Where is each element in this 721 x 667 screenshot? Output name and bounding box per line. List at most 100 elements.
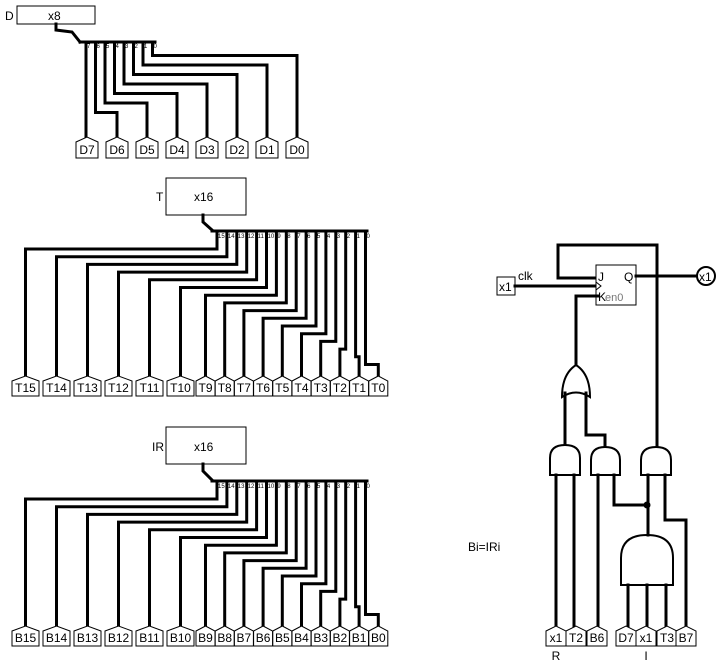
ff-input-d7-3[interactable]: D7 [615, 625, 637, 647]
output-pin-b0-label: B0 [371, 631, 386, 645]
output-pin-b15-label: B15 [15, 631, 37, 645]
ff-input-b7-6[interactable]: B7 [675, 625, 697, 647]
output-pin-t14[interactable]: T14 [42, 375, 71, 397]
b-wire-B1 [354, 479, 361, 628]
ir-input-pin[interactable] [165, 426, 247, 465]
t-wire-T9 [204, 229, 278, 378]
output-pin-b14-label: B14 [46, 631, 68, 645]
output-pin-t5[interactable]: T5 [272, 375, 293, 397]
output-pin-b7[interactable]: B7 [233, 625, 254, 647]
t-wire-T4 [300, 229, 328, 378]
output-pin-d2-shape [225, 136, 249, 159]
output-pin-t6[interactable]: T6 [253, 375, 274, 397]
output-pin-t0[interactable]: T0 [368, 375, 389, 397]
output-pin-t10[interactable]: T10 [166, 375, 195, 397]
output-pin-d4[interactable]: D4 [165, 136, 189, 159]
output-pin-t15[interactable]: T15 [11, 375, 40, 397]
output-pin-b0-shape [368, 625, 389, 647]
output-pin-b2[interactable]: B2 [329, 625, 350, 647]
output-pin-t1-label: T1 [352, 381, 366, 395]
d-wire-D2 [132, 40, 239, 139]
b-bit-index: 14 [228, 484, 235, 490]
output-pin-d5[interactable]: D5 [135, 136, 159, 159]
and-gate-3 [640, 445, 672, 476]
ff-input-x1-0[interactable]: x1 R [545, 625, 567, 663]
output-pin-b6[interactable]: B6 [253, 625, 274, 647]
output-pin-d2-label: D2 [229, 143, 245, 157]
and-gate-big [620, 533, 674, 586]
d-input-width: x8 [48, 9, 61, 23]
ff-input-t2-1[interactable]: T2 [565, 625, 587, 647]
b-wire-B14 [55, 479, 229, 628]
output-pin-t12[interactable]: T12 [104, 375, 133, 397]
output-pin-b8-label: B8 [217, 631, 232, 645]
output-pin-b1[interactable]: B1 [349, 625, 370, 647]
d-bit-index: 4 [116, 44, 120, 50]
jk-j-pin: J [598, 270, 604, 284]
d-bit-index: 7 [87, 44, 91, 50]
ir-split-wires [24, 479, 380, 628]
jk-enable-pin: en0 [605, 292, 623, 304]
output-pin-d2[interactable]: D2 [225, 136, 249, 159]
t-input-pin[interactable] [165, 177, 247, 216]
output-pin-d0[interactable]: D0 [285, 136, 309, 159]
output-pin-b8[interactable]: B8 [214, 625, 235, 647]
ff-input-x1-4-label: x1 [640, 631, 653, 645]
output-pin-d3[interactable]: D3 [195, 136, 219, 159]
output-pin-d1[interactable]: D1 [255, 136, 279, 159]
output-pin-t13[interactable]: T13 [73, 375, 102, 397]
ff-input-x1-4[interactable]: x1 I [635, 625, 657, 663]
wire-b7-in [663, 473, 688, 628]
b-bit-index: 11 [258, 484, 265, 490]
output-pin-d7[interactable]: D7 [75, 136, 99, 159]
output-pin-t2[interactable]: T2 [329, 375, 350, 397]
output-pin-b12[interactable]: B12 [104, 625, 133, 647]
output-pin-t1[interactable]: T1 [349, 375, 370, 397]
ff-input-b6-2[interactable]: B6 [586, 625, 608, 647]
ff-input-t3-5[interactable]: T3 [656, 625, 678, 647]
t-splitter-group: T x16 15 14 13 12 11 10 9 8 7 6 5 4 3 2 1 0 T15 T14 T13 T1… [11, 177, 389, 397]
b-wire-B15 [24, 479, 219, 628]
ff-input-b7-6-label: B7 [679, 631, 694, 645]
output-pin-b15[interactable]: B15 [11, 625, 40, 647]
output-pin-b13[interactable]: B13 [73, 625, 102, 647]
output-pin-t11[interactable]: T11 [135, 375, 164, 397]
output-pin-b5[interactable]: B5 [272, 625, 293, 647]
ir-bus-wire [201, 462, 215, 483]
output-pin-d4-shape [165, 136, 189, 159]
output-pin-b0[interactable]: B0 [368, 625, 389, 647]
jk-flipflop[interactable] [595, 264, 637, 306]
d-wire-D1 [141, 40, 269, 139]
output-pin-b14[interactable]: B14 [42, 625, 71, 647]
output-pin-t3[interactable]: T3 [310, 375, 331, 397]
b-bit-index: 12 [248, 484, 255, 490]
output-pin-b3[interactable]: B3 [310, 625, 331, 647]
b-bit-index: 4 [327, 484, 331, 490]
output-pin-b13-label: B13 [77, 631, 99, 645]
clock-triangle-icon [595, 281, 602, 291]
ff-input-x1-0-label: x1 [550, 631, 563, 645]
output-pin-t4[interactable]: T4 [291, 375, 312, 397]
output-pin-d6[interactable]: D6 [105, 136, 129, 159]
output-pin-b11[interactable]: B11 [135, 625, 164, 647]
output-pin-t9[interactable]: T9 [195, 375, 216, 397]
output-pin-t12-shape [104, 375, 133, 397]
d-split-wires [84, 40, 299, 139]
b-bit-index: 6 [307, 484, 311, 490]
output-pin-b4-label: B4 [294, 631, 309, 645]
output-pin-t7[interactable]: T7 [233, 375, 254, 397]
output-pin-d5-label: D5 [139, 143, 155, 157]
t-wire-T3 [319, 229, 338, 378]
and-gate-2 [590, 445, 621, 476]
output-pin-t8[interactable]: T8 [214, 375, 235, 397]
b-bit-index: 13 [238, 484, 245, 490]
output-pin-b9[interactable]: B9 [195, 625, 216, 647]
output-pin-b4[interactable]: B4 [291, 625, 312, 647]
flipflop-input-pins: x1 R T2 B6 D7 x1 I T3 B7 [545, 625, 697, 663]
q-output-pin[interactable] [696, 266, 716, 286]
b-wire-B5 [280, 479, 318, 628]
output-pin-b10[interactable]: B10 [166, 625, 195, 647]
output-pin-b12-shape [104, 625, 133, 647]
d-bit-index: 5 [106, 44, 110, 50]
output-pin-b13-shape [73, 625, 102, 647]
